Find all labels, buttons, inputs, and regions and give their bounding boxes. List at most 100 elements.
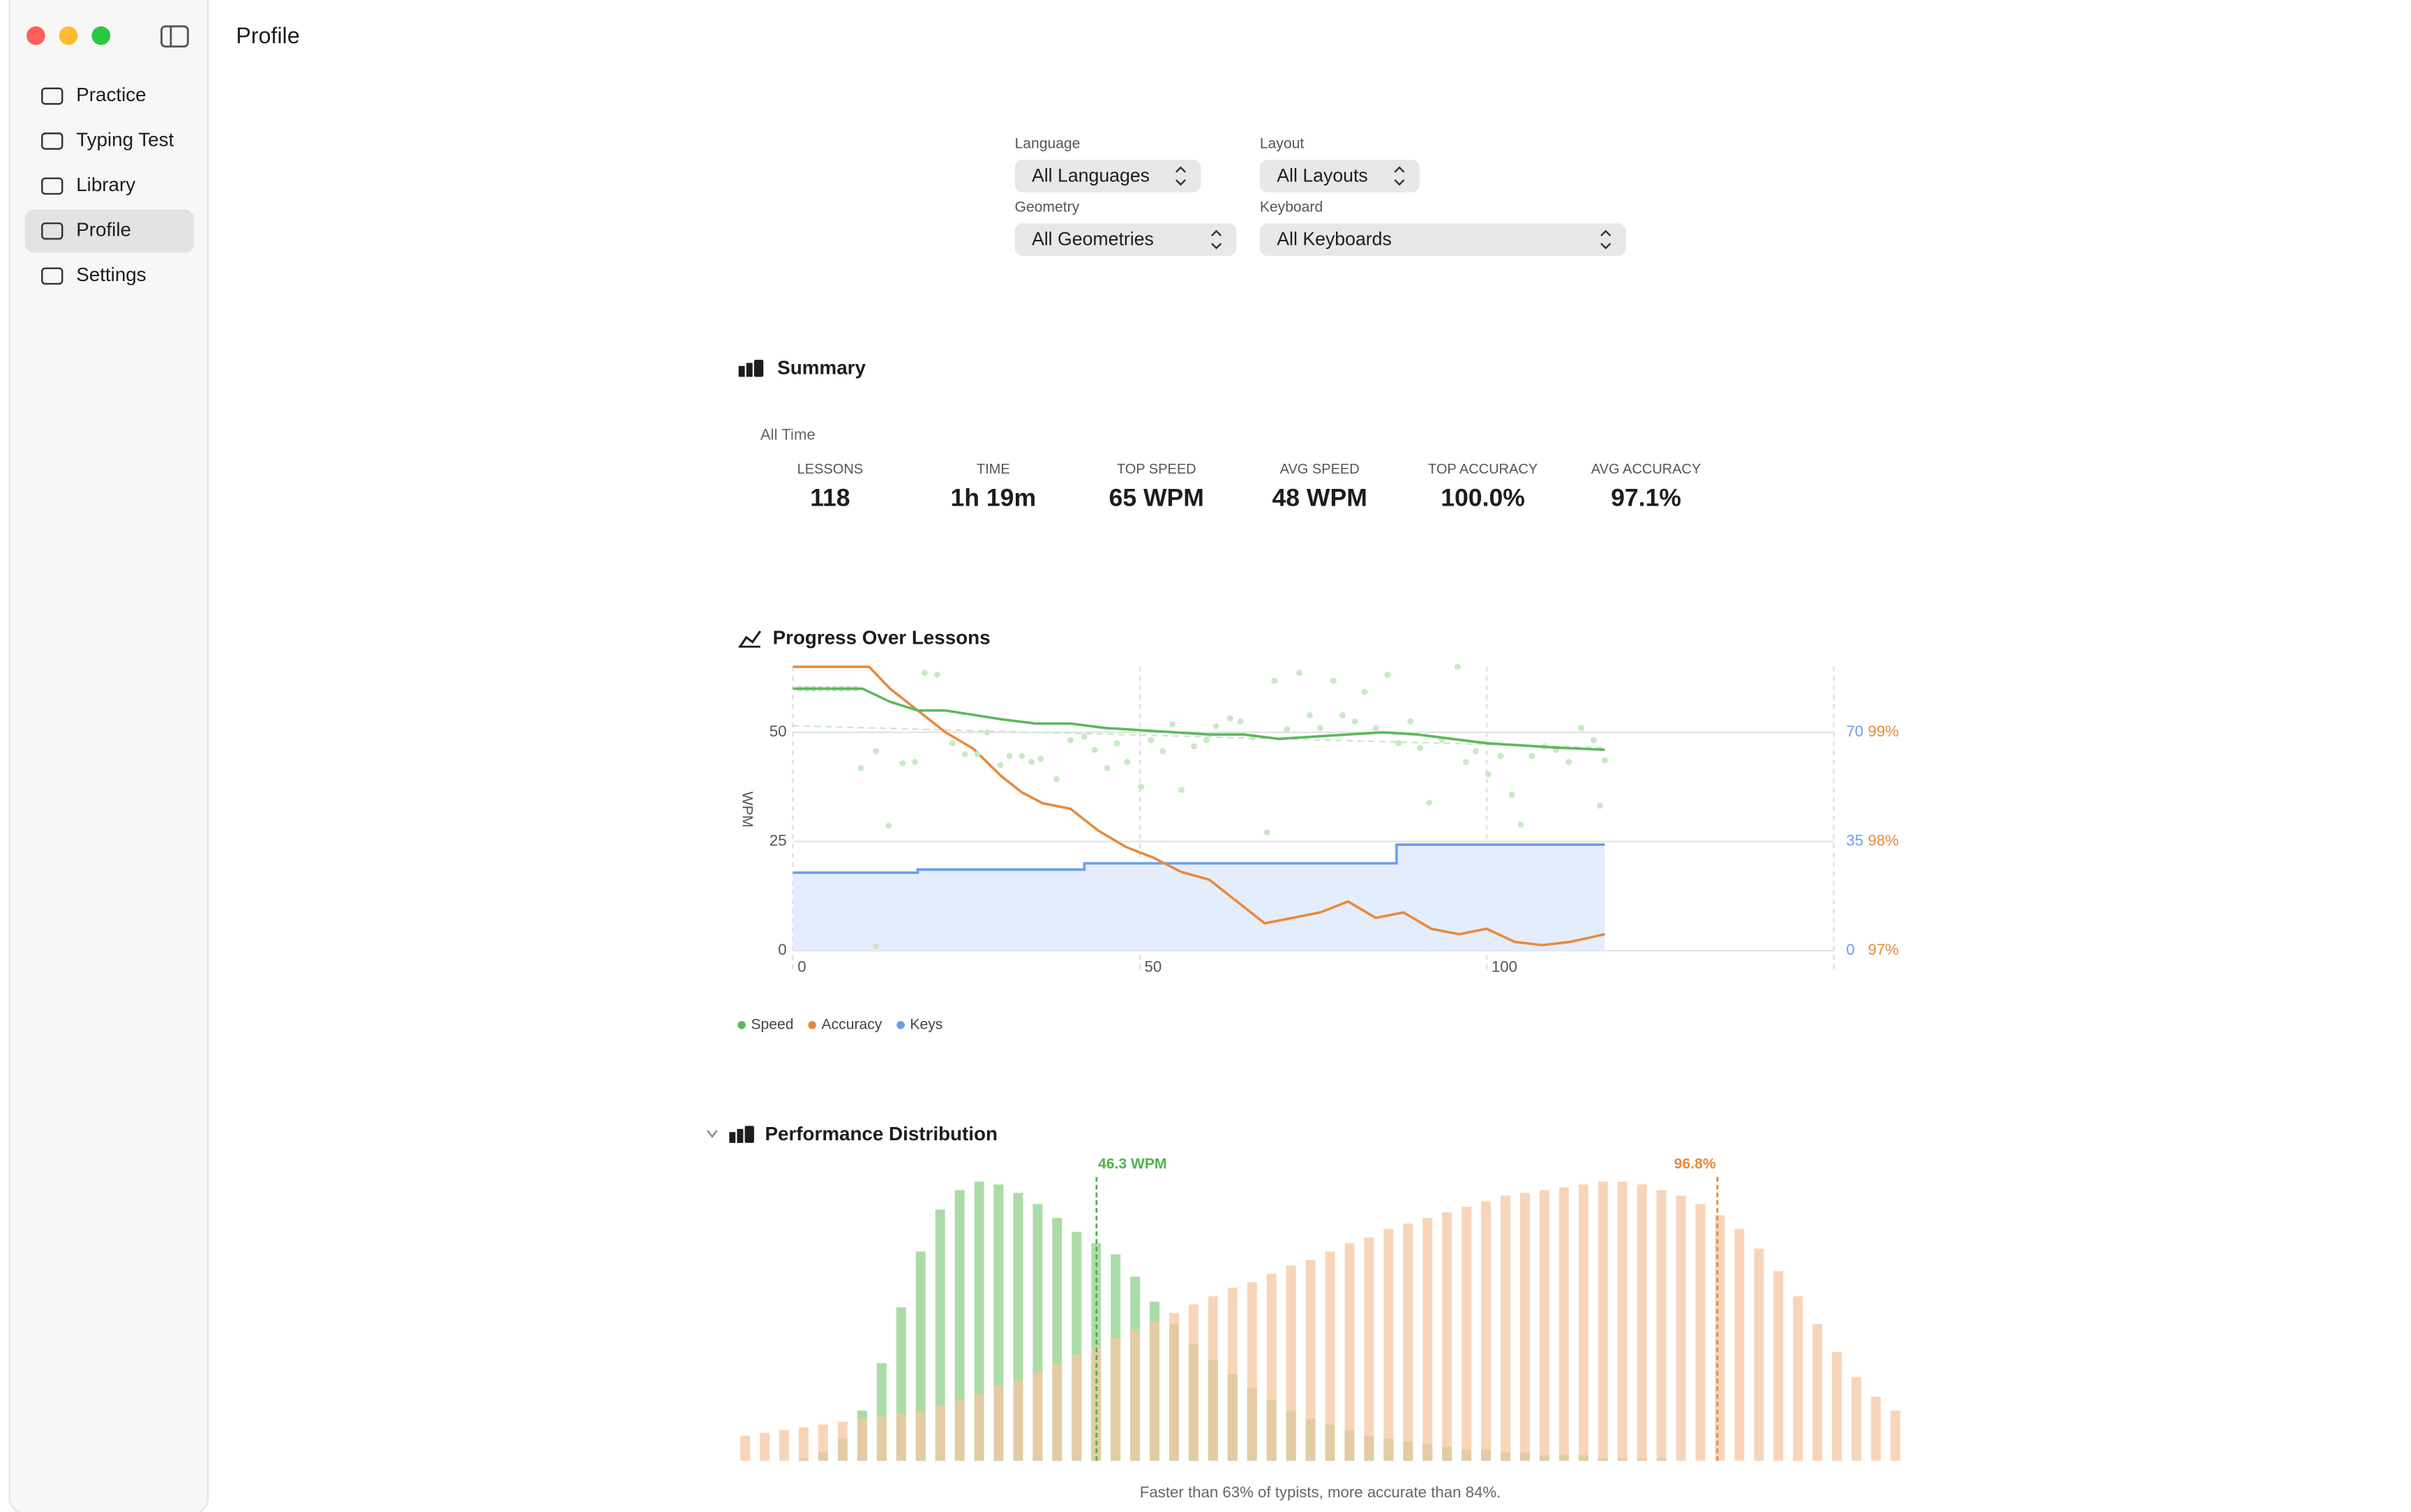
minimize-button[interactable] — [59, 26, 78, 45]
select-box — [1259, 223, 1626, 256]
distribution-bar — [1695, 1204, 1706, 1461]
legend-swatch — [808, 1021, 816, 1029]
distribution-title: Performance Distribution — [765, 1123, 998, 1144]
sidebar-item[interactable]: Practice — [41, 84, 147, 105]
filters: Language All Languages Layout All Layouts Ge… — [1014, 135, 1626, 256]
distribution-bar — [1072, 1354, 1082, 1461]
stat-label: AVG SPEED — [1280, 462, 1360, 477]
speed-point — [1037, 755, 1044, 762]
distribution-bar — [1442, 1212, 1452, 1461]
filter-select[interactable]: All Geometries — [1014, 223, 1237, 256]
select-box — [1259, 160, 1420, 192]
speed-point — [1091, 746, 1098, 753]
y-tick-label: 0 — [778, 941, 786, 958]
speed-point — [1417, 745, 1424, 752]
distribution-bar — [1715, 1215, 1725, 1461]
sidebar-icon — [41, 177, 63, 195]
distribution-bar — [1558, 1187, 1569, 1461]
speed-point — [922, 670, 928, 676]
y-axis-label: WPM — [739, 792, 755, 828]
speed-point — [1426, 799, 1433, 806]
distribution-bar — [1383, 1229, 1394, 1461]
distribution-bar — [1208, 1296, 1218, 1461]
progress-icon — [739, 630, 762, 648]
speed-point — [1212, 723, 1219, 729]
distribution-bar — [1032, 1371, 1043, 1461]
sidebar-label: Library — [76, 174, 135, 195]
speed-point — [1053, 776, 1060, 783]
filter-select[interactable]: All Layouts — [1259, 160, 1420, 192]
stat-value: 118 — [810, 483, 850, 511]
speed-point — [1113, 740, 1120, 747]
close-button[interactable] — [27, 26, 45, 45]
speed-point — [1006, 753, 1013, 759]
distribution-bar — [1617, 1181, 1628, 1461]
speed-point — [1317, 725, 1323, 732]
stat-value: 1h 19m — [951, 483, 1037, 511]
x-tick-label: 0 — [797, 958, 806, 975]
sidebar-item[interactable]: Library — [41, 174, 135, 195]
sidebar-label: Typing Test — [76, 129, 174, 151]
distribution-bar — [993, 1385, 1004, 1461]
stat-label: AVG ACCURACY — [1591, 462, 1701, 477]
stat-label: TOP SPEED — [1117, 462, 1196, 477]
distribution-bar — [1403, 1223, 1413, 1461]
speed-point — [1226, 715, 1233, 722]
speed-point — [1178, 787, 1185, 794]
distribution-bar — [1754, 1248, 1764, 1461]
progress-title: Progress Over Lessons — [773, 626, 991, 648]
distribution-bar — [1150, 1321, 1160, 1461]
stat-label: TIME — [977, 462, 1010, 477]
speed-point — [1019, 753, 1026, 759]
filter-select[interactable]: All Keyboards — [1259, 223, 1626, 256]
distribution-bar — [1676, 1195, 1686, 1461]
speed-point — [1517, 821, 1524, 828]
distribution-bar — [1188, 1304, 1199, 1461]
marker-label: 96.8% — [1674, 1156, 1716, 1172]
distribution-bar — [1364, 1237, 1374, 1461]
speed-point — [1565, 759, 1572, 766]
select-value: All Languages — [1032, 165, 1150, 186]
distribution-bar — [1656, 1190, 1667, 1461]
series-line — [793, 687, 1605, 751]
distribution-bar — [1832, 1352, 1842, 1461]
distribution-bar — [915, 1410, 926, 1461]
sidebar-item[interactable]: Profile — [41, 219, 131, 241]
speed-point — [1407, 718, 1414, 725]
distribution-bar — [1598, 1181, 1608, 1461]
speed-point — [1237, 718, 1244, 725]
sidebar-list: Practice Typing Test Library Profile Setting… — [24, 84, 195, 285]
distribution-bar — [954, 1399, 965, 1461]
select-chevrons — [1600, 229, 1612, 250]
distribution-bar — [1286, 1265, 1296, 1461]
legend-swatch — [737, 1021, 746, 1029]
distribution-bar — [935, 1405, 945, 1461]
distribution-bar — [1773, 1271, 1784, 1461]
distribution-bar — [1539, 1190, 1549, 1461]
speed-point — [1169, 721, 1176, 728]
distribution-bar — [1734, 1229, 1745, 1461]
distribution-bar — [1501, 1195, 1510, 1461]
sidebar-item[interactable]: Settings — [41, 264, 147, 285]
speed-point — [885, 822, 892, 829]
speed-point — [949, 740, 956, 747]
speed-point — [912, 759, 919, 766]
collapse-chevron[interactable] — [707, 1130, 718, 1138]
distribution-bar — [1227, 1287, 1238, 1461]
speed-point — [1124, 759, 1131, 766]
distribution-bar — [799, 1427, 809, 1461]
summary-icon — [738, 359, 764, 377]
progress-chart: 0 50 100 0 25 50 0 35 70 97% 98% 99% WPM Speed Accurac… — [737, 663, 1899, 1032]
sidebar-item[interactable]: Typing Test — [41, 129, 174, 151]
speed-trend — [793, 725, 1605, 749]
speed-point — [984, 729, 991, 736]
sidebar-toggle[interactable] — [160, 25, 189, 48]
speed-point — [1203, 736, 1210, 743]
series-line — [793, 665, 1605, 947]
summary-period: All Time — [760, 426, 816, 444]
zoom-button[interactable] — [91, 26, 111, 45]
speed-point — [1578, 725, 1584, 732]
select-chevrons — [1394, 166, 1405, 186]
filter-select[interactable]: All Languages — [1014, 160, 1201, 192]
